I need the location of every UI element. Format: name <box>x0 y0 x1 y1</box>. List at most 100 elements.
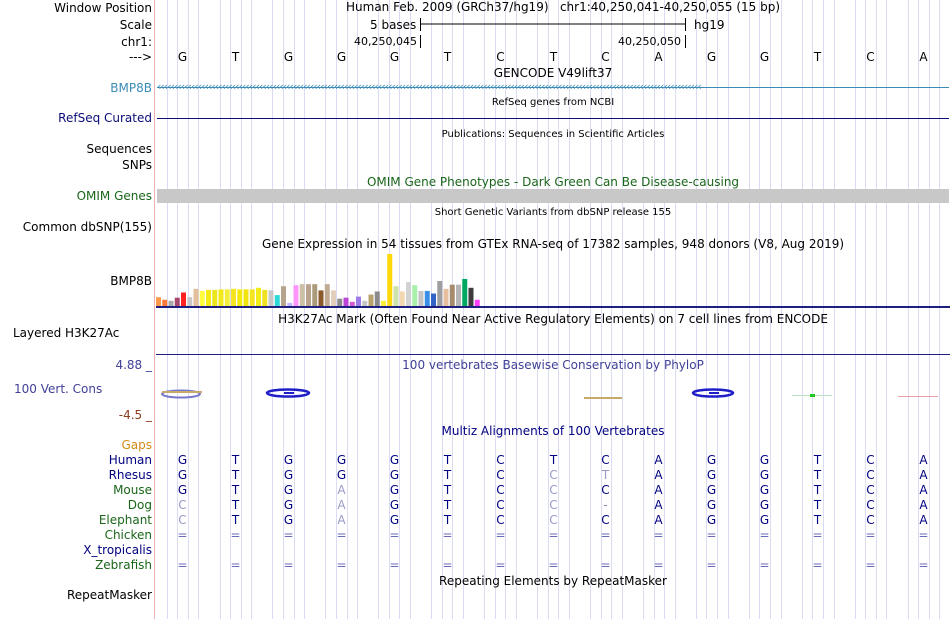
gtex-tissue-bar[interactable] <box>231 288 236 306</box>
gencode-gene-label[interactable]: BMP8B <box>110 81 152 95</box>
species-label[interactable]: Elephant <box>98 513 152 527</box>
species-label[interactable]: Human <box>108 453 152 467</box>
gtex-tissue-bar[interactable] <box>418 290 424 306</box>
phylop-max-label: 4.88 _ <box>115 358 152 372</box>
gtex-tissue-bar[interactable] <box>374 291 380 306</box>
gtex-tissue-bar[interactable] <box>343 297 349 306</box>
grid-line <box>558 0 559 619</box>
alignment-base: T <box>231 498 240 512</box>
gtex-tissue-bar[interactable] <box>168 300 174 306</box>
repeatmasker-track-label[interactable]: RepeatMasker <box>66 588 152 602</box>
alignment-base: C <box>549 468 558 482</box>
coord-right: 40,250,050 <box>618 35 681 48</box>
reference-base: G <box>336 50 347 64</box>
grid-line <box>569 0 570 619</box>
grid-line <box>347 0 348 619</box>
gtex-tissue-bar[interactable] <box>424 290 430 306</box>
gtex-tissue-bar[interactable] <box>449 284 455 306</box>
phylop-mark-3 <box>584 397 622 399</box>
alignment-base: = <box>230 558 241 572</box>
gtex-tissue-bar[interactable] <box>243 289 249 306</box>
gtex-tissue-bar[interactable] <box>443 288 449 306</box>
gtex-tissue-bar[interactable] <box>412 285 418 306</box>
gtex-tissue-bar[interactable] <box>193 288 199 306</box>
gtex-tissue-bar[interactable] <box>268 290 274 306</box>
phylop-signal[interactable] <box>156 380 950 404</box>
gtex-tissue-bar[interactable] <box>206 289 211 306</box>
gtex-tissue-bar[interactable] <box>281 286 286 306</box>
alignment-base: T <box>443 483 452 497</box>
species-label[interactable]: Mouse <box>113 483 152 497</box>
gtex-tissue-bar[interactable] <box>262 289 268 306</box>
gaps-label[interactable]: Gaps <box>121 438 152 452</box>
grid-line <box>463 0 464 619</box>
sequence-arrow-label: ---> <box>128 50 152 64</box>
publications-label-line1[interactable]: Sequences <box>86 142 152 156</box>
gtex-tissue-bar[interactable] <box>237 289 243 306</box>
gtex-tissue-bar[interactable] <box>431 293 436 306</box>
gtex-tissue-bar[interactable] <box>174 297 180 306</box>
gtex-tissue-bar[interactable] <box>362 300 368 306</box>
gencode-gene-line[interactable] <box>157 87 949 88</box>
gtex-tissue-bar[interactable] <box>406 282 411 306</box>
gtex-tissue-bar[interactable] <box>387 254 393 306</box>
gtex-tissue-bar[interactable] <box>293 285 299 306</box>
h3k27ac-track-label[interactable]: Layered H3K27Ac <box>13 326 120 340</box>
gtex-tissue-bar[interactable] <box>162 299 168 306</box>
refseq-gene-line[interactable] <box>157 118 949 119</box>
species-label[interactable]: Zebrafish <box>95 558 152 572</box>
refseq-track-label[interactable]: RefSeq Curated <box>58 111 152 125</box>
gtex-tissue-bar[interactable] <box>456 284 461 306</box>
gtex-tissue-bar[interactable] <box>437 281 443 306</box>
gtex-tissue-bar[interactable] <box>356 296 361 306</box>
gtex-tissue-bar[interactable] <box>324 284 330 306</box>
omim-feature-bar[interactable] <box>157 189 949 203</box>
alignment-base: C <box>496 498 505 512</box>
alignment-base: G <box>706 468 717 482</box>
alignment-base: = <box>336 528 347 542</box>
gtex-gene-label[interactable]: BMP8B <box>110 274 152 288</box>
species-label[interactable]: Chicken <box>104 528 152 542</box>
omim-track-label[interactable]: OMIM Genes <box>76 189 152 203</box>
grid-line <box>431 0 432 619</box>
species-label[interactable]: X_tropicalis <box>83 543 152 557</box>
gtex-tissue-bar[interactable] <box>306 284 311 306</box>
gtex-tissue-bar[interactable] <box>199 290 205 306</box>
gtex-tissue-bar[interactable] <box>368 294 374 306</box>
gtex-tissue-bar[interactable] <box>331 290 336 306</box>
gtex-tissue-bar[interactable] <box>274 295 280 306</box>
gtex-tissue-bar[interactable] <box>462 278 468 306</box>
alignment-base: T <box>443 513 452 527</box>
gtex-tissue-bar[interactable] <box>399 291 405 306</box>
species-label[interactable]: Rhesus <box>108 468 152 482</box>
alignment-base: - <box>603 498 608 512</box>
gtex-tissue-bar[interactable] <box>312 284 318 306</box>
grid-line <box>399 0 400 619</box>
gtex-tissue-bar[interactable] <box>181 292 186 306</box>
gtex-tissue-bar[interactable] <box>218 289 224 306</box>
gtex-tissue-bar[interactable] <box>318 290 324 306</box>
phylop-track-label[interactable]: 100 Vert. Cons <box>14 382 103 396</box>
alignment-base: = <box>230 528 241 542</box>
gtex-tissue-bar[interactable] <box>249 289 255 306</box>
gtex-tissue-bar[interactable] <box>474 299 480 306</box>
gtex-tissue-bar[interactable] <box>224 289 230 306</box>
gtex-tissue-bar[interactable] <box>393 286 399 306</box>
gtex-tissue-bar[interactable] <box>187 297 193 306</box>
gtex-tissue-bar[interactable] <box>287 302 293 306</box>
alignment-base: T <box>231 483 240 497</box>
gtex-tissue-bar[interactable] <box>256 287 261 306</box>
gtex-tissue-bar[interactable] <box>299 284 305 306</box>
gtex-tissue-bar[interactable] <box>212 289 218 306</box>
publications-label-line2[interactable]: SNPs <box>122 158 152 172</box>
alignment-base: = <box>389 528 400 542</box>
gtex-tissue-bar[interactable] <box>349 301 355 306</box>
dbsnp-track-label[interactable]: Common dbSNP(155) <box>22 220 152 234</box>
gtex-tissue-bar[interactable] <box>381 300 386 306</box>
gtex-bar-graph[interactable] <box>156 250 536 306</box>
gtex-tissue-bar[interactable] <box>468 287 474 306</box>
gtex-tissue-bar[interactable] <box>156 297 161 306</box>
gtex-tissue-bar[interactable] <box>337 298 343 306</box>
species-label[interactable]: Dog <box>127 498 152 512</box>
reference-base: C <box>496 50 505 64</box>
